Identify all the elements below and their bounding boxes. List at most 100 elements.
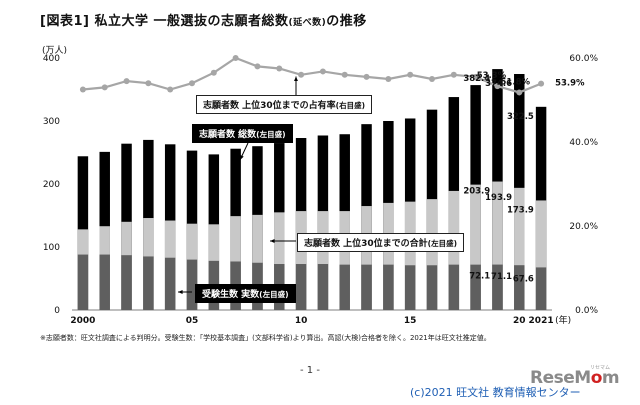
right-tick-label: 0.0% [575, 306, 598, 316]
bar-top30 [404, 201, 416, 310]
share-point [101, 84, 108, 91]
bar-examinees [77, 254, 89, 310]
share-point [363, 73, 370, 80]
total-data-label: 322.5 [507, 112, 534, 122]
top30-data-label: 173.9 [507, 205, 534, 215]
right-tick-label: 60.0% [569, 54, 598, 64]
bar-examinees [339, 264, 350, 310]
callout-total: 志願者数 総数(左目盛) [192, 124, 293, 143]
bar-top30 [295, 211, 307, 310]
top30-callout-arrow-head [270, 239, 275, 243]
callout-share-small: (右目盛) [335, 101, 366, 110]
share-point [210, 69, 217, 76]
bar-top30 [470, 184, 481, 310]
share-point [189, 80, 195, 87]
share-data-label: 51.8% [501, 77, 531, 87]
share-point [494, 83, 501, 90]
right-tick-label: 40.0% [569, 138, 598, 148]
bar-top30 [274, 212, 285, 310]
callout-top30-small: (左目盛) [427, 239, 458, 248]
share-data-label: 53.9% [555, 79, 585, 89]
bar-examinees [99, 254, 110, 310]
page-title: [図表1] 私立大学 一般選抜の志願者総数(延べ数)の推移 [40, 10, 367, 29]
share-point [472, 73, 479, 80]
callout-share-text: 志願者数 上位30位までの占有率 [203, 101, 336, 111]
copyright-text: (c)2021 旺文社 教育情報センター [410, 386, 581, 399]
callout-arrows [178, 76, 298, 294]
left-tick-label: 200 [43, 180, 60, 190]
share-point [167, 86, 174, 93]
bar-top30 [339, 211, 350, 310]
x-tick-label: 05 [186, 316, 199, 326]
data-labels: 53.3%51.8% 53.9% 382.4 203.9 72.1 374.6 193.9 7… [463, 71, 585, 284]
top30-data-label: 193.9 [485, 193, 512, 203]
examinees-data-label: 67.6 [513, 274, 534, 284]
bar-examinees [492, 264, 503, 310]
callout-examinees-small: (左目盛) [259, 290, 289, 299]
callout-total-small: (左目盛) [256, 130, 286, 139]
title-small: (延べ数) [288, 18, 327, 28]
share-data-label: 53.3% [477, 71, 507, 81]
share-point [319, 68, 326, 75]
share-point [385, 76, 392, 82]
bar-top30 [492, 181, 503, 310]
bar-examinees [383, 264, 394, 310]
x-axis-unit: (年) [555, 314, 571, 326]
callout-examinees: 受験生数 実数(左目盛) [195, 284, 296, 303]
share-point [516, 89, 523, 96]
left-tick-label: 400 [43, 54, 60, 64]
x-tick-label: 2000 [70, 316, 95, 326]
right-tick-label: 20.0% [569, 222, 598, 232]
share-point [276, 65, 283, 72]
left-axis-unit: (万人) [42, 45, 67, 56]
callout-examinees-text: 受験生数 実数 [202, 290, 260, 300]
callout-share: 志願者数 上位30位までの占有率(右目盛) [196, 95, 373, 114]
logo-subtext: リセマム [590, 365, 611, 371]
share-point [429, 76, 435, 82]
bar-examinees [164, 257, 176, 310]
bars [77, 69, 547, 311]
bar-examinees [426, 265, 438, 310]
share-point [79, 86, 86, 93]
total-callout-arrow-head [240, 155, 244, 160]
examinees-data-label: 71.1 [491, 272, 512, 282]
x-tick-label: 10 [295, 316, 308, 326]
bar-examinees [361, 264, 372, 310]
examinees-callout-arrow-head [178, 290, 183, 294]
share-line [79, 55, 545, 96]
share-point [232, 55, 239, 61]
share-point [254, 63, 261, 70]
share-point [450, 71, 457, 78]
left-tick-label: 100 [43, 243, 60, 253]
bar-top30 [514, 187, 525, 310]
bar-top30 [535, 200, 547, 310]
share-point [407, 71, 414, 78]
share-point [538, 80, 545, 87]
x-tick-label: 2021 [529, 316, 554, 326]
share-polyline [82, 56, 542, 94]
bar-examinees [186, 259, 198, 310]
bar-examinees [143, 256, 154, 310]
page-number: - 1 - [300, 365, 320, 376]
share-point [341, 71, 348, 78]
bar-top30 [361, 206, 372, 310]
share-point [298, 71, 305, 78]
top30-data-label: 203.9 [463, 187, 490, 197]
share-point [123, 78, 130, 85]
resemom-logo: ReseMom [530, 368, 620, 388]
callout-top30: 志願者数 上位30位までの合計(左目盛) [297, 233, 465, 252]
bar-examinees [470, 264, 481, 310]
bar-examinees [317, 264, 329, 310]
bar-examinees [535, 267, 547, 310]
x-tick-label: 15 [404, 316, 417, 326]
bar-top30 [317, 211, 329, 310]
bar-examinees [295, 264, 307, 310]
bar-examinees [514, 265, 525, 310]
callout-total-text: 志願者数 総数 [199, 130, 257, 140]
left-tick-label: 300 [43, 117, 60, 127]
examinees-data-label: 72.1 [469, 272, 490, 282]
footnote: ※志願者数：旺文社調査による判明分。受験生数：「学校基本調査」(文部科学省)より… [40, 334, 491, 342]
bar-top30 [426, 199, 438, 310]
total-data-label: 382.4 [463, 74, 490, 84]
left-tick-label: 0 [54, 306, 60, 316]
